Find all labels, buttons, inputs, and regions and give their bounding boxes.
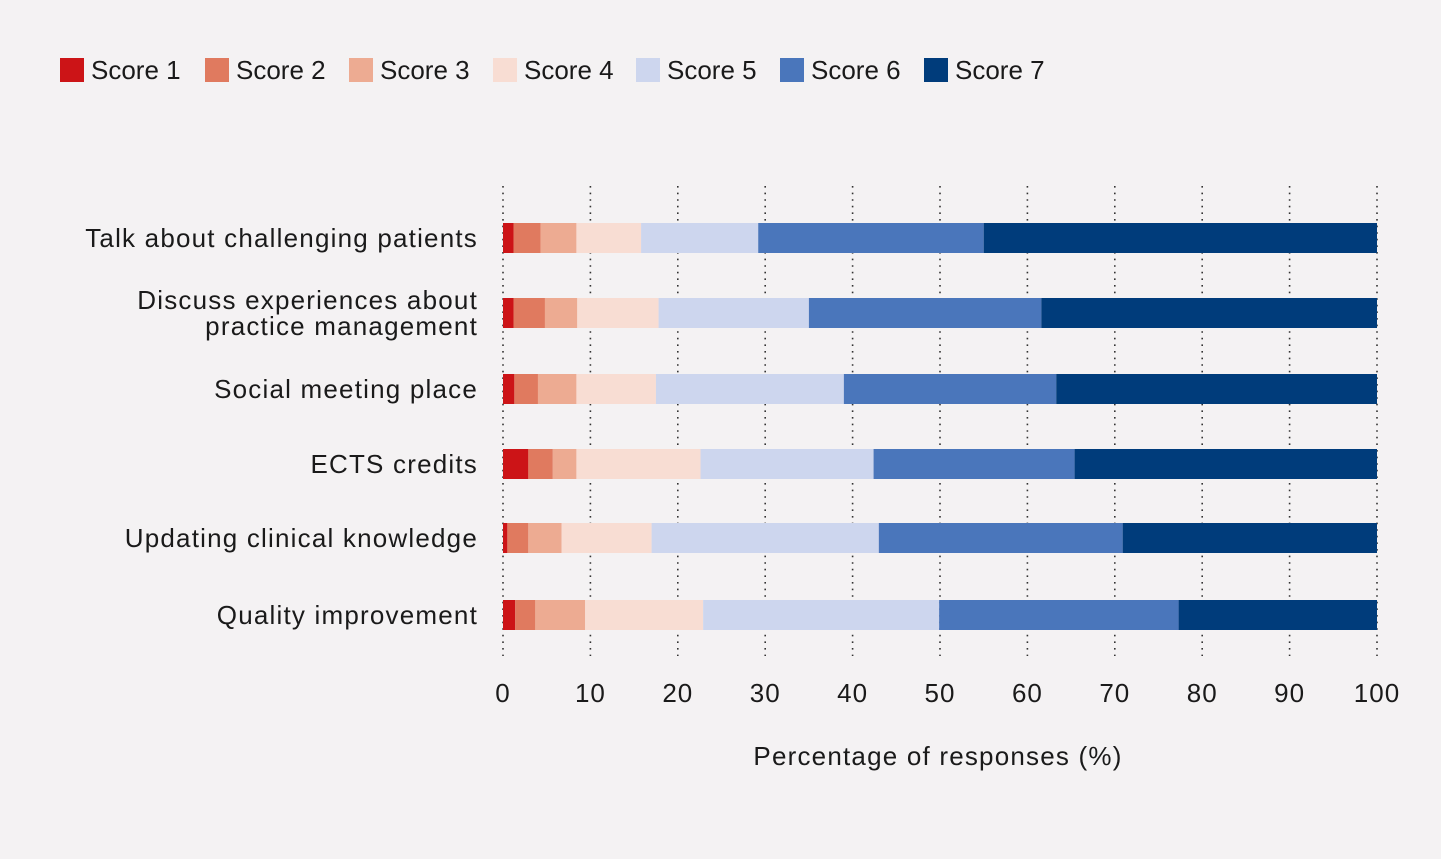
- legend-swatch: [349, 58, 373, 82]
- bars: [503, 223, 1377, 630]
- bar-segment-score-5: [700, 449, 874, 479]
- bar-segment-score-2: [513, 298, 545, 328]
- legend-swatch: [60, 58, 84, 82]
- bar-segment-score-2: [507, 523, 529, 553]
- legend-label: Score 1: [91, 55, 181, 85]
- legend: Score 1 Score 2 Score 3 Score 4 Score 5 Score…: [60, 55, 1045, 85]
- category-label: ECTS credits: [310, 449, 478, 479]
- bar-segment-score-6: [808, 298, 1042, 328]
- bar-segment-score-6: [878, 523, 1123, 553]
- legend-swatch: [924, 58, 948, 82]
- legend-label: Score 3: [380, 55, 470, 85]
- bar-segment-score-6: [873, 449, 1075, 479]
- legend-label: Score 6: [811, 55, 901, 85]
- legend-item-score-3: Score 3: [349, 55, 470, 85]
- legend-swatch: [493, 58, 517, 82]
- bar-segment-score-7: [1178, 600, 1377, 630]
- bar-segment-score-7: [983, 223, 1377, 253]
- bar-segment-score-5: [641, 223, 759, 253]
- bar-segment-score-7: [1074, 449, 1377, 479]
- legend-swatch: [636, 58, 660, 82]
- legend-label: Score 4: [524, 55, 614, 85]
- bar-segment-score-7: [1122, 523, 1377, 553]
- legend-swatch: [205, 58, 229, 82]
- category-label: practice management: [205, 311, 478, 341]
- category-label: Social meeting place: [214, 374, 478, 404]
- bar-segment-score-1: [503, 523, 508, 553]
- bar-segment-score-4: [585, 600, 704, 630]
- bar-segment-score-6: [758, 223, 984, 253]
- x-tick-label: 40: [837, 678, 868, 708]
- bar-segment-score-4: [576, 449, 701, 479]
- legend-item-score-6: Score 6: [780, 55, 901, 85]
- bar-segment-score-1: [503, 374, 515, 404]
- legend-item-score-2: Score 2: [205, 55, 326, 85]
- bar-segment-score-1: [503, 449, 529, 479]
- bar-segment-score-4: [576, 223, 642, 253]
- bar-segment-score-5: [651, 523, 879, 553]
- legend-label: Score 7: [955, 55, 1045, 85]
- x-tick-label: 70: [1099, 678, 1130, 708]
- bar-segment-score-5: [658, 298, 809, 328]
- bar-segment-score-6: [843, 374, 1057, 404]
- bar-segment-score-2: [528, 449, 553, 479]
- category-label: Quality improvement: [217, 600, 478, 630]
- bar-segment-score-5: [703, 600, 940, 630]
- x-tick-label: 80: [1187, 678, 1218, 708]
- x-tick-label: 60: [1012, 678, 1043, 708]
- legend-item-score-1: Score 1: [60, 55, 181, 85]
- bar-segment-score-3: [537, 374, 577, 404]
- category-label: Updating clinical knowledge: [125, 523, 478, 553]
- bar-segment-score-3: [544, 298, 578, 328]
- x-tick-label: 10: [575, 678, 606, 708]
- bar-segment-score-4: [561, 523, 652, 553]
- legend-item-score-5: Score 5: [636, 55, 757, 85]
- bar-segment-score-4: [576, 374, 656, 404]
- bar-segment-score-4: [577, 298, 659, 328]
- bar-segment-score-2: [515, 600, 536, 630]
- bar-segment-score-2: [513, 223, 541, 253]
- grid-lines: [502, 186, 1378, 656]
- legend-item-score-7: Score 7: [924, 55, 1045, 85]
- bar-segment-score-1: [503, 600, 516, 630]
- x-tick-label: 30: [750, 678, 781, 708]
- bar-segment-score-3: [540, 223, 577, 253]
- category-labels: Talk about challenging patients Discuss e…: [85, 223, 478, 630]
- x-axis-ticks: 0 10 20 30 40 50 60 70 80 90 100: [495, 678, 1400, 708]
- bar-segment-score-7: [1041, 298, 1377, 328]
- x-tick-label: 90: [1274, 678, 1305, 708]
- x-tick-label: 100: [1354, 678, 1400, 708]
- x-axis-title: Percentage of responses (%): [753, 741, 1122, 771]
- bar-segment-score-5: [655, 374, 844, 404]
- bar-segment-score-1: [503, 298, 514, 328]
- bar-segment-score-1: [503, 223, 514, 253]
- x-tick-label: 20: [662, 678, 693, 708]
- legend-label: Score 5: [667, 55, 757, 85]
- bar-segment-score-3: [535, 600, 586, 630]
- legend-swatch: [780, 58, 804, 82]
- x-tick-label: 50: [925, 678, 956, 708]
- bar-segment-score-7: [1056, 374, 1377, 404]
- legend-item-score-4: Score 4: [493, 55, 614, 85]
- bar-segment-score-6: [939, 600, 1179, 630]
- legend-label: Score 2: [236, 55, 326, 85]
- category-label: Discuss experiences about: [137, 285, 478, 315]
- x-tick-label: 0: [495, 678, 510, 708]
- category-label: Talk about challenging patients: [85, 223, 478, 253]
- bar-segment-score-2: [514, 374, 538, 404]
- bar-segment-score-3: [552, 449, 577, 479]
- bar-segment-score-3: [528, 523, 562, 553]
